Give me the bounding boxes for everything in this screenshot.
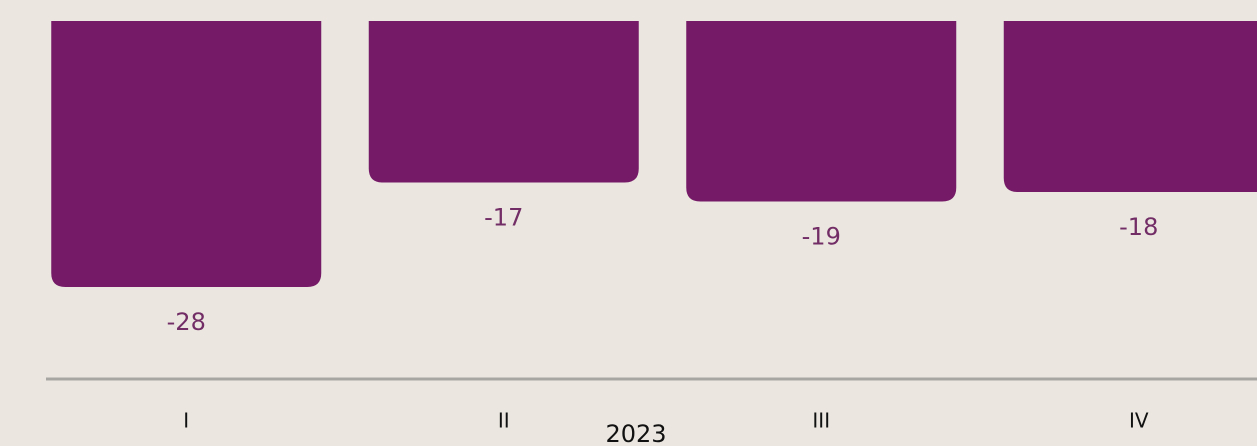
bar bbox=[51, 21, 322, 287]
bar bbox=[368, 21, 639, 183]
x-tick-label: IV bbox=[1129, 409, 1149, 433]
bar bbox=[1003, 21, 1257, 192]
x-tick-label: II bbox=[498, 409, 510, 433]
value-label: -18 bbox=[1119, 213, 1158, 241]
x-tick-label: I bbox=[183, 409, 189, 433]
value-label: -19 bbox=[802, 223, 841, 251]
bar bbox=[686, 21, 957, 202]
x-tick-label: III bbox=[812, 409, 830, 433]
value-label: -17 bbox=[484, 204, 523, 232]
x-axis-label: 2023 bbox=[605, 420, 666, 446]
value-label: -28 bbox=[167, 308, 206, 336]
